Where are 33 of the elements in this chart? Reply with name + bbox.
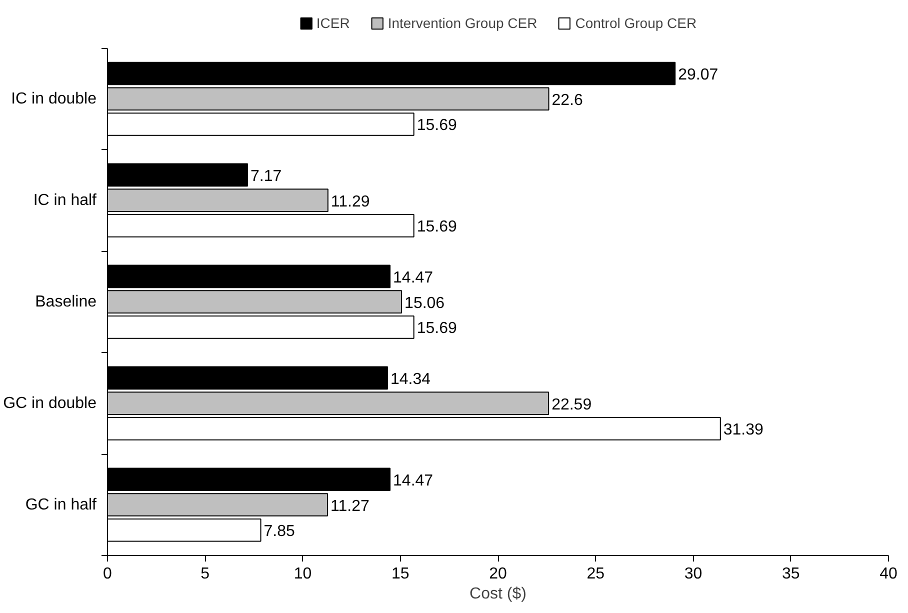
- legend-label: Intervention Group CER: [388, 15, 538, 31]
- data-label: 31.39: [723, 422, 764, 439]
- data-label: 22.6: [552, 92, 584, 109]
- x-tick-label: 5: [200, 566, 210, 582]
- x-tick-label: 15: [391, 566, 410, 582]
- y-tick-label: IC in half: [33, 192, 98, 209]
- legend-label: ICER: [316, 15, 350, 31]
- y-tick-label: GC in half: [25, 496, 98, 514]
- data-label: 15.69: [416, 218, 457, 236]
- data-label: 11.29: [330, 193, 370, 210]
- data-label: 7.85: [264, 523, 296, 540]
- data-label: 15.69: [416, 320, 457, 338]
- y-tick-label: IC in double: [11, 90, 97, 108]
- x-tick-label: 30: [684, 566, 702, 582]
- legend-label: Control Group CER: [575, 15, 697, 31]
- x-tick-label: 40: [880, 566, 898, 582]
- x-tick-label: 35: [782, 566, 800, 582]
- data-label: 14.47: [393, 269, 434, 286]
- y-tick-label: GC in double: [3, 394, 97, 412]
- x-tick-label: 0: [103, 566, 112, 582]
- x-axis-title: Cost ($): [470, 586, 526, 602]
- data-label: 15.69: [416, 117, 457, 134]
- data-label: 14.34: [390, 370, 431, 388]
- x-tick-label: 10: [294, 566, 312, 582]
- data-label: 14.47: [393, 472, 434, 490]
- data-label: 29.07: [678, 66, 718, 84]
- data-label: 22.59: [552, 396, 592, 414]
- data-label: 15.06: [404, 294, 445, 312]
- y-tick-label: Baseline: [35, 293, 97, 310]
- data-label: 7.17: [250, 168, 282, 185]
- x-tick-label: 20: [489, 566, 507, 582]
- data-label: 11.27: [330, 498, 370, 515]
- x-tick-label: 25: [586, 566, 605, 582]
